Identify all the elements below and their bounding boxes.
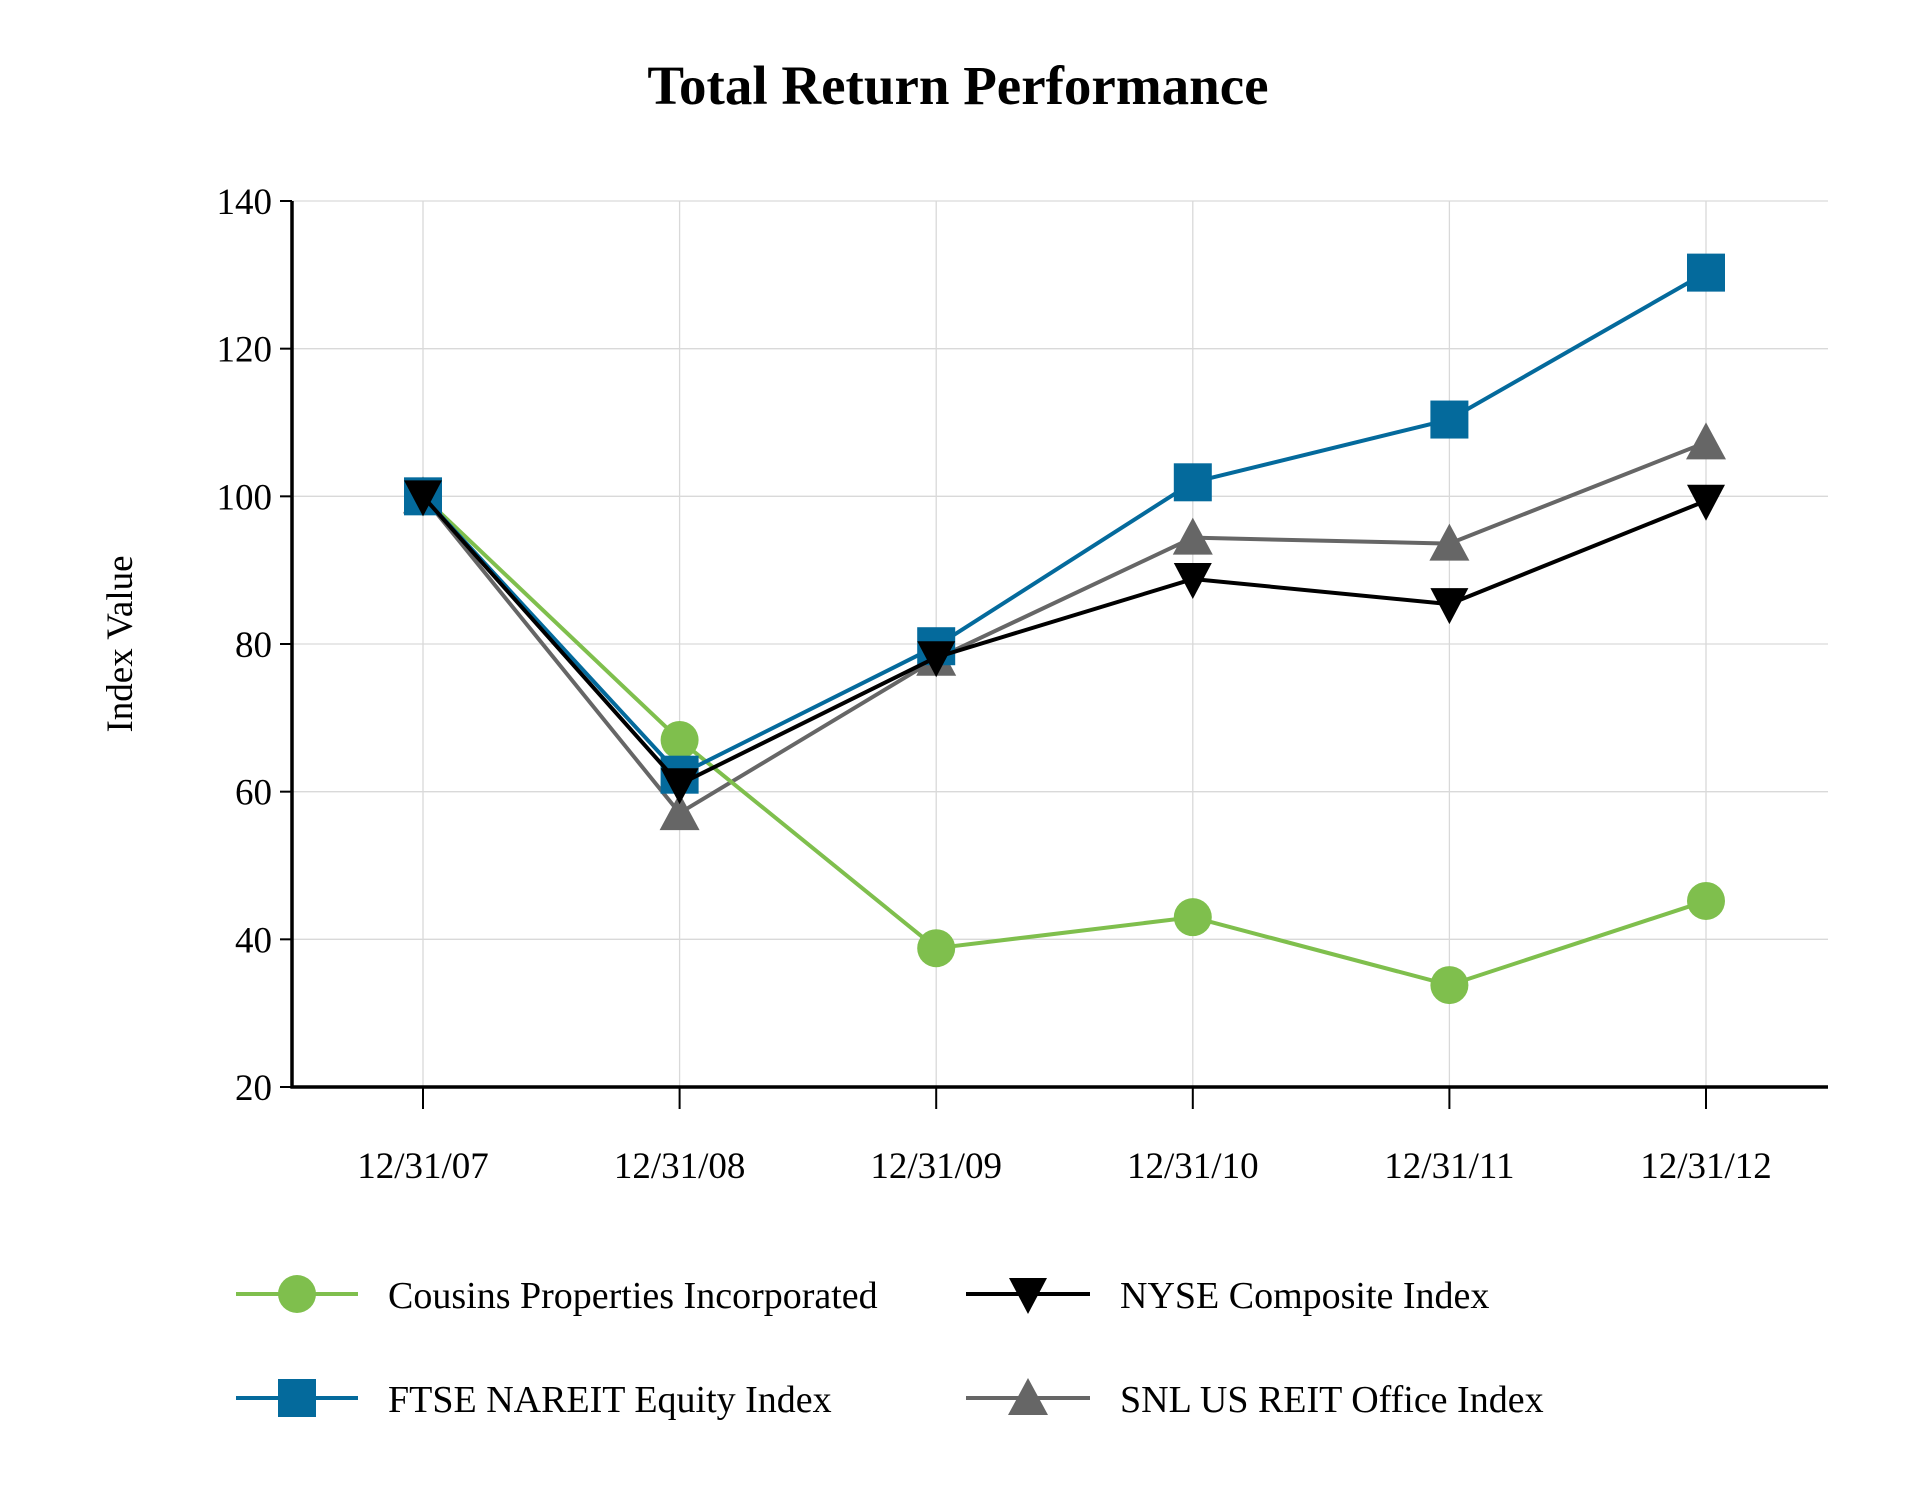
data-point-cousins-properties-incorporated <box>917 929 956 968</box>
legend-label: NYSE Composite Index <box>1120 1275 1489 1317</box>
x-tick-label: 12/31/09 <box>870 1146 1002 1187</box>
legend-label: SNL US REIT Office Index <box>1120 1379 1544 1421</box>
data-point-snl-us-reit-office-index <box>1429 523 1470 561</box>
legend-item-snl-us-reit-office-index: SNL US REIT Office Index <box>966 1378 1544 1421</box>
data-point-cousins-properties-incorporated <box>1173 898 1212 937</box>
data-point-nyse-composite-index <box>1687 484 1725 521</box>
data-point-nyse-composite-index <box>404 480 442 517</box>
legend: Cousins Properties Incorporated NYSE Comp… <box>236 1275 1544 1421</box>
data-point-ftse-nareit-equity-index <box>1173 463 1212 502</box>
data-point-cousins-properties-incorporated <box>1687 881 1725 920</box>
legend-label: Cousins Properties Incorporated <box>388 1275 878 1317</box>
data-point-cousins-properties-incorporated <box>660 720 699 759</box>
series-cousins-properties-incorporated <box>404 477 1725 1005</box>
data-point-nyse-composite-index <box>660 768 699 805</box>
y-tick-label: 80 <box>235 625 272 666</box>
y-axis-label: Index Value <box>100 555 141 732</box>
data-point-snl-us-reit-office-index <box>659 793 700 831</box>
data-point-snl-us-reit-office-index <box>1686 422 1726 460</box>
series-line-cousins-properties-incorporated <box>421 494 1707 988</box>
data-point-ftse-nareit-equity-index <box>1687 253 1725 292</box>
series <box>403 253 1726 1005</box>
y-tick-label: 60 <box>235 773 272 814</box>
legend-item-cousins-properties-incorporated: Cousins Properties Incorporated <box>236 1275 878 1317</box>
x-tick-label: 12/31/08 <box>614 1146 746 1187</box>
y-tick-label: 100 <box>217 477 273 518</box>
data-point-snl-us-reit-office-index <box>1172 517 1213 555</box>
data-point-cousins-properties-incorporated <box>1430 966 1469 1005</box>
data-point-ftse-nareit-equity-index <box>1430 400 1469 439</box>
series-line-snl-us-reit-office-index <box>421 440 1707 816</box>
y-tick-label: 40 <box>235 920 272 961</box>
legend-item-ftse-nareit-equity-index: FTSE NAREIT Equity Index <box>236 1379 832 1421</box>
x-tick-label: 12/31/11 <box>1384 1146 1514 1187</box>
legend-label: FTSE NAREIT Equity Index <box>388 1379 832 1421</box>
data-point-nyse-composite-index <box>1173 563 1212 600</box>
legend-marker <box>278 1275 316 1313</box>
x-tick-label: 12/31/12 <box>1640 1146 1772 1187</box>
series-line-nyse-composite-index <box>421 495 1707 787</box>
series-ftse-nareit-equity-index <box>404 253 1725 794</box>
data-point-nyse-composite-index <box>1430 588 1469 625</box>
series-nyse-composite-index <box>404 480 1725 805</box>
legend-marker <box>1009 1278 1047 1314</box>
chart-title: Total Return Performance <box>647 55 1268 116</box>
series-line-ftse-nareit-equity-index <box>421 270 1707 777</box>
y-tick-label: 120 <box>217 330 273 371</box>
data-point-nyse-composite-index <box>917 641 956 678</box>
grid <box>292 200 1828 1087</box>
legend-marker <box>1008 1378 1048 1415</box>
legend-item-nyse-composite-index: NYSE Composite Index <box>966 1275 1489 1317</box>
x-tick-label: 12/31/07 <box>357 1146 489 1187</box>
x-tick-label: 12/31/10 <box>1127 1146 1259 1187</box>
axes: 20 40 60 80 100 120 140 12/31/07 12/31/08 12/31/0… <box>100 182 1828 1187</box>
legend-marker <box>278 1379 316 1417</box>
y-tick-label: 140 <box>217 182 273 223</box>
y-tick-label: 20 <box>235 1068 272 1109</box>
